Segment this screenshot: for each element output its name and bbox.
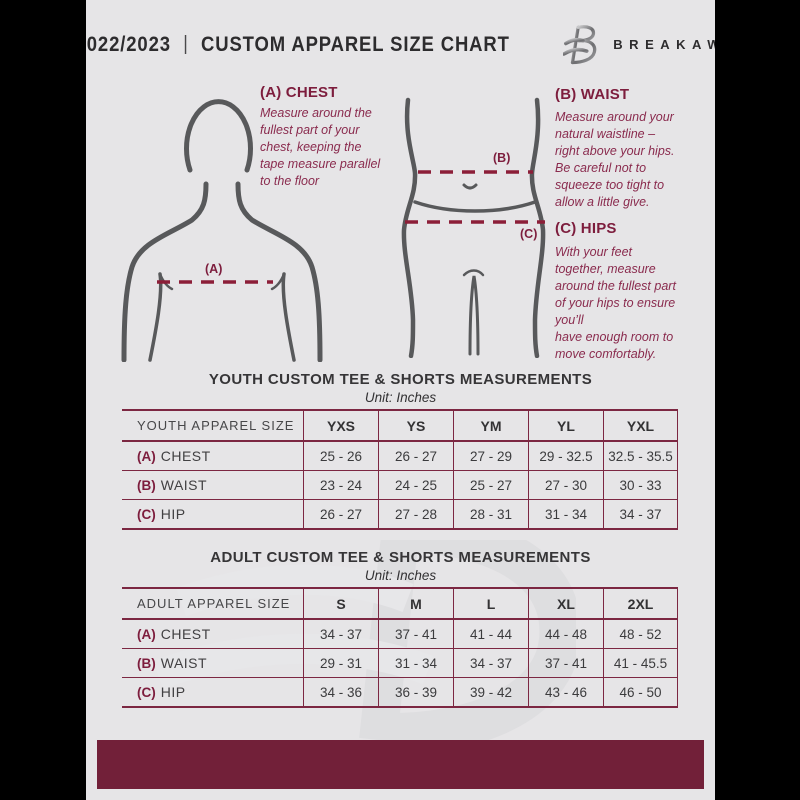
row-prefix: (C) (137, 684, 156, 700)
cell: 27 - 29 (453, 442, 528, 470)
title-text: CUSTOM APPAREL SIZE CHART (200, 32, 510, 56)
waist-line-label: (B) (493, 151, 511, 165)
table-row-chest: (A) CHEST 25 - 26 26 - 27 27 - 29 29 - 3… (122, 442, 678, 470)
waist-instructions: Measure around your natural waistline – … (555, 110, 675, 209)
cell: 48 - 52 (603, 620, 678, 648)
cell: 32.5 - 35.5 (603, 442, 678, 470)
title-years: 2022/2023 (86, 32, 171, 56)
document-title: 2022/2023 | CUSTOM APPAREL SIZE CHART (86, 33, 510, 57)
cell: 39 - 42 (453, 678, 528, 706)
youth-size-column-header: YOUTH APPAREL SIZE (137, 418, 295, 433)
cell: 26 - 27 (378, 442, 453, 470)
table-row-chest: (A) CHEST 34 - 37 37 - 41 41 - 44 44 - 4… (122, 620, 678, 648)
youth-table-unit: Unit: Inches (364, 390, 437, 405)
cell: 27 - 28 (378, 500, 453, 528)
cell: 34 - 36 (303, 678, 378, 706)
cell: 23 - 24 (303, 471, 378, 499)
cell: 43 - 46 (528, 678, 603, 706)
chest-instructions: Measure around the fullest part of your … (260, 106, 381, 188)
cell: 36 - 39 (378, 678, 453, 706)
row-prefix: (C) (137, 506, 156, 522)
size-header: S (303, 589, 378, 618)
cell: 34 - 37 (603, 500, 678, 528)
chest-heading: (A) CHEST (260, 84, 338, 101)
row-label-text: HIP (160, 684, 186, 700)
brand-lockup: BREAKAWAY (563, 24, 715, 65)
cell: 41 - 45.5 (603, 649, 678, 677)
torso-diagram-icon (121, 99, 323, 362)
table-row-waist: (B) WAIST 23 - 24 24 - 25 25 - 27 27 - 3… (122, 470, 678, 499)
size-header: YL (528, 411, 603, 440)
row-label: (C) HIP (122, 500, 303, 528)
cell: 29 - 32.5 (528, 442, 603, 470)
size-header: YS (378, 411, 453, 440)
adult-table-unit: Unit: Inches (364, 568, 437, 583)
cell: 34 - 37 (453, 649, 528, 677)
cell: 31 - 34 (378, 649, 453, 677)
youth-table-title: YOUTH CUSTOM TEE & SHORTS MEASUREMENTS (208, 371, 593, 388)
title-separator: | (183, 33, 189, 55)
size-header: YXS (303, 411, 378, 440)
table-row-waist: (B) WAIST 29 - 31 31 - 34 34 - 37 37 - 4… (122, 648, 678, 677)
adult-size-column-header: ADULT APPAREL SIZE (137, 596, 291, 611)
cell: 26 - 27 (303, 500, 378, 528)
cell: 28 - 31 (453, 500, 528, 528)
cell: 41 - 44 (453, 620, 528, 648)
adult-size-table: ADULT APPAREL SIZE S M L XL 2XL (A) CHES… (122, 587, 678, 708)
row-label: (C) HIP (122, 678, 303, 706)
cell: 44 - 48 (528, 620, 603, 648)
cell: 29 - 31 (303, 649, 378, 677)
row-prefix: (A) (137, 626, 156, 642)
row-prefix: (B) (137, 655, 156, 671)
cell: 37 - 41 (528, 649, 603, 677)
cell: 25 - 26 (303, 442, 378, 470)
cell: 30 - 33 (603, 471, 678, 499)
row-label-text: CHEST (160, 626, 211, 642)
size-header: YM (453, 411, 528, 440)
adult-table-header-row: ADULT APPAREL SIZE S M L XL 2XL (122, 589, 678, 620)
row-label-text: HIP (160, 506, 186, 522)
table-row-hip: (C) HIP 34 - 36 36 - 39 39 - 42 43 - 46 … (122, 677, 678, 706)
brand-name: BREAKAWAY (613, 37, 715, 52)
size-header: L (453, 589, 528, 618)
table-row-hip: (C) HIP 26 - 27 27 - 28 28 - 31 31 - 34 … (122, 499, 678, 528)
row-label: (A) CHEST (122, 442, 303, 470)
hips-instructions: With your feet together, measure around … (555, 245, 676, 361)
adult-table-title: ADULT CUSTOM TEE & SHORTS MEASUREMENTS (210, 549, 591, 566)
waist-heading: (B) WAIST (555, 86, 630, 103)
row-label-text: CHEST (160, 448, 211, 464)
document-header: 2022/2023 | CUSTOM APPAREL SIZE CHART (86, 24, 715, 65)
cell: 31 - 34 (528, 500, 603, 528)
size-header: 2XL (603, 589, 678, 618)
cell: 25 - 27 (453, 471, 528, 499)
cell: 34 - 37 (303, 620, 378, 648)
waist-hips-diagram-icon (401, 97, 546, 358)
cell: 24 - 25 (378, 471, 453, 499)
row-prefix: (A) (137, 448, 156, 464)
row-label-text: WAIST (160, 655, 208, 671)
chest-line-label: (A) (205, 262, 223, 276)
size-chart-page: 2022/2023 | CUSTOM APPAREL SIZE CHART (86, 0, 715, 800)
row-prefix: (B) (137, 477, 156, 493)
row-label: (B) WAIST (122, 471, 303, 499)
size-header: YXL (603, 411, 678, 440)
youth-table-header-row: YOUTH APPAREL SIZE YXS YS YM YL YXL (122, 411, 678, 442)
hips-line-label: (C) (520, 227, 538, 241)
cell: 46 - 50 (603, 678, 678, 706)
size-header: XL (528, 589, 603, 618)
footer-bar (97, 740, 704, 789)
row-label: (A) CHEST (122, 620, 303, 648)
row-label-text: WAIST (160, 477, 208, 493)
cell: 37 - 41 (378, 620, 453, 648)
row-label: (B) WAIST (122, 649, 303, 677)
size-header: M (378, 589, 453, 618)
youth-size-table: YOUTH APPAREL SIZE YXS YS YM YL YXL (A) … (122, 409, 678, 530)
cell: 27 - 30 (528, 471, 603, 499)
breakaway-logo-icon (563, 25, 597, 65)
hips-heading: (C) HIPS (555, 220, 617, 237)
